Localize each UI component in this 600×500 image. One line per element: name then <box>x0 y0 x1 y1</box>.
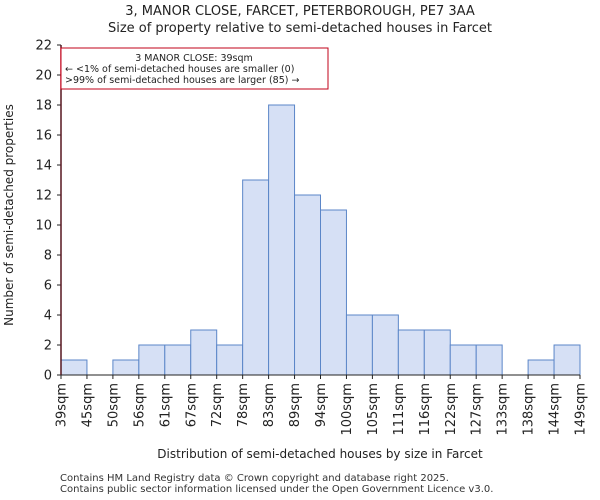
ticks-group: 0 2 4 6 8 10 12 14 16 18 20 22 39sqm 45sqm 50sqm 56sqm 6… <box>35 39 588 436</box>
bar-12 <box>371 314 399 376</box>
x-tick-label-0: 39sqm <box>55 383 70 427</box>
chart-subtitle: Size of property relative to semi-detach… <box>108 21 492 36</box>
axes-group <box>60 45 580 376</box>
bar-8 <box>268 104 296 376</box>
x-tick-label-15: 122sqm <box>444 383 459 436</box>
y-tick-label-8: 16 <box>35 129 52 144</box>
bars-group <box>60 104 581 376</box>
footer-line-1: Contains HM Land Registry data © Crown c… <box>60 473 449 484</box>
x-tick-label-4: 61sqm <box>158 383 173 427</box>
y-tick-label-6: 12 <box>35 189 52 204</box>
y-tick-label-7: 14 <box>35 159 52 174</box>
annotation-group: 3 MANOR CLOSE: 39sqm ← <1% of semi-detac… <box>60 47 329 90</box>
bar-18 <box>527 359 555 376</box>
bar-2 <box>112 359 140 376</box>
y-tick-label-3: 6 <box>44 279 52 294</box>
y-axis-label: Number of semi-detached properties <box>2 104 16 326</box>
histogram-chart: 3, MANOR CLOSE, FARCET, PETERBOROUGH, PE… <box>2 4 589 461</box>
x-tick-label-18: 138sqm <box>522 383 537 436</box>
x-tick-label-17: 133sqm <box>496 383 511 436</box>
bar-19 <box>553 344 581 376</box>
bar-6 <box>216 344 244 376</box>
y-tick-label-4: 8 <box>44 249 52 264</box>
x-tick-label-7: 78sqm <box>236 383 251 427</box>
x-tick-label-11: 100sqm <box>340 383 355 436</box>
bar-9 <box>294 194 321 376</box>
bar-7 <box>242 179 270 376</box>
bar-0 <box>60 359 88 376</box>
y-tick-label-11: 22 <box>35 39 52 54</box>
bar-13 <box>397 329 425 376</box>
x-tick-label-19: 144sqm <box>548 383 563 436</box>
x-tick-label-16: 127sqm <box>470 383 485 436</box>
x-tick-label-1: 45sqm <box>80 383 95 427</box>
y-tick-label-0: 0 <box>44 369 52 384</box>
bar-5 <box>190 329 218 376</box>
annotation-line-2: ← <1% of semi-detached houses are smalle… <box>65 64 294 75</box>
x-tick-label-20: 149sqm <box>574 383 589 436</box>
x-axis-label: Distribution of semi-detached houses by … <box>157 447 483 461</box>
chart-title: 3, MANOR CLOSE, FARCET, PETERBOROUGH, PE… <box>125 4 475 19</box>
y-tick-label-10: 20 <box>35 69 52 84</box>
y-tick-label-9: 18 <box>35 99 52 114</box>
footer-line-2: Contains public sector information licen… <box>60 484 494 495</box>
bar-11 <box>345 314 373 376</box>
x-tick-label-8: 83sqm <box>262 383 277 427</box>
bar-14 <box>423 329 451 376</box>
x-tick-label-2: 50sqm <box>106 383 121 427</box>
y-tick-label-2: 4 <box>44 309 52 324</box>
x-tick-label-6: 72sqm <box>210 383 225 427</box>
bar-3 <box>138 344 166 376</box>
annotation-line-3: >99% of semi-detached houses are larger … <box>65 75 299 86</box>
y-tick-label-5: 10 <box>35 219 52 234</box>
bar-10 <box>320 209 347 376</box>
x-tick-label-3: 56sqm <box>132 383 147 427</box>
x-tick-label-5: 67sqm <box>184 383 199 427</box>
x-tick-label-12: 105sqm <box>366 383 381 436</box>
bar-4 <box>164 344 192 376</box>
annotation-line-1: 3 MANOR CLOSE: 39sqm <box>135 53 253 64</box>
bar-16 <box>475 344 503 376</box>
annotation-box <box>60 47 329 90</box>
x-tick-label-14: 116sqm <box>418 383 433 436</box>
x-tick-label-10: 94sqm <box>314 383 329 427</box>
y-tick-label-1: 2 <box>44 339 52 354</box>
bar-15 <box>449 344 477 376</box>
x-tick-label-9: 89sqm <box>288 383 303 427</box>
x-tick-label-13: 111sqm <box>392 383 407 436</box>
